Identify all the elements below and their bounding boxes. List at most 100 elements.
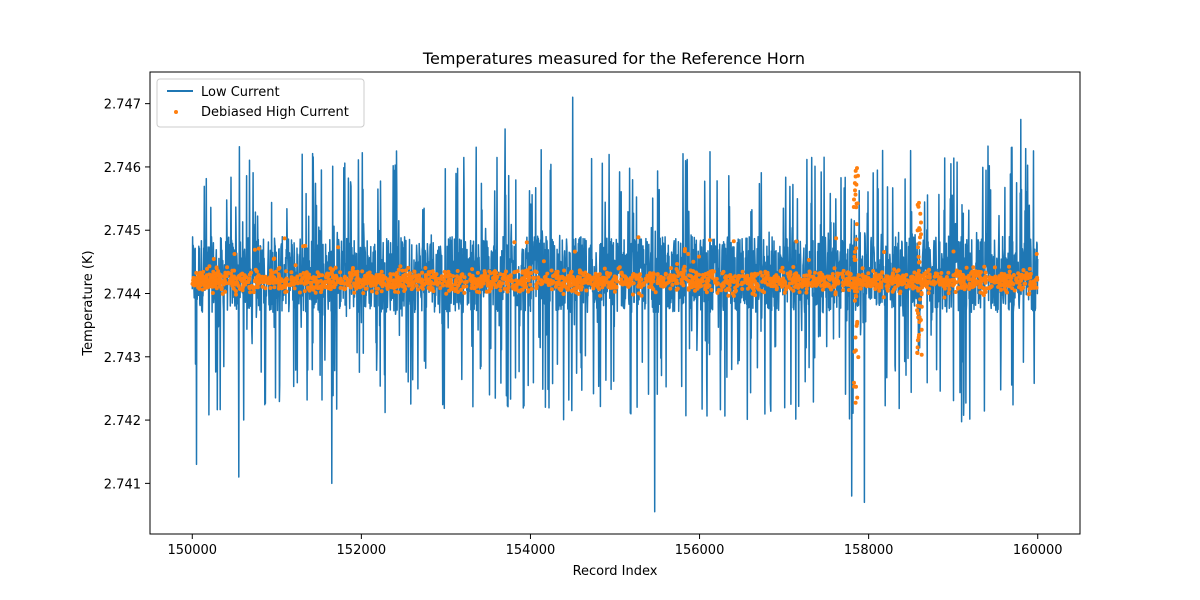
scatter-point [918, 286, 923, 291]
scatter-point [697, 254, 701, 259]
scatter-point [832, 266, 837, 271]
scatter-point [498, 284, 503, 289]
scatter-point [915, 308, 920, 313]
scatter-point [924, 283, 928, 288]
scatter-point [254, 269, 259, 274]
scatter-point [505, 289, 510, 294]
scatter-point [997, 281, 1002, 286]
scatter-point [916, 311, 920, 316]
scatter-point [853, 400, 858, 405]
scatter-point [675, 262, 680, 266]
scatter-point [524, 240, 529, 245]
scatter-point [871, 269, 876, 273]
scatter-point [204, 284, 209, 289]
scatter-point [208, 275, 213, 280]
scatter-point [740, 269, 745, 274]
scatter-point [856, 355, 861, 360]
scatter-point [919, 282, 924, 287]
scatter-point [197, 286, 202, 291]
scatter-point [275, 278, 280, 283]
scatter-point [946, 270, 951, 275]
scatter-point [268, 268, 273, 273]
scatter-point [842, 280, 847, 285]
scatter-point [272, 285, 277, 290]
scatter-point [528, 282, 533, 287]
scatter-point [957, 278, 962, 283]
scatter-point [408, 277, 413, 282]
scatter-point [420, 270, 425, 275]
scatter-point [964, 265, 969, 270]
scatter-point [209, 284, 214, 289]
scatter-point [791, 288, 796, 293]
scatter-point [679, 280, 684, 285]
scatter-point [681, 272, 686, 277]
scatter-point [1023, 281, 1028, 286]
scatter-point [1016, 271, 1021, 276]
scatter-point [612, 274, 617, 279]
scatter-point [854, 182, 859, 187]
scatter-point [220, 279, 225, 284]
scatter-point [768, 281, 773, 286]
scatter-point [919, 232, 923, 237]
scatter-point [502, 286, 507, 291]
scatter-point [890, 289, 895, 294]
scatter-point [512, 240, 517, 245]
scatter-point [760, 273, 765, 278]
scatter-point [493, 284, 498, 289]
scatter-point [341, 286, 346, 291]
scatter-point [668, 273, 673, 277]
scatter-point [514, 283, 519, 288]
scatter-point [726, 293, 731, 298]
scatter-point [663, 272, 668, 277]
scatter-point [619, 277, 624, 282]
y-tick-label: 2.747 [104, 98, 141, 113]
scatter-point [696, 278, 701, 283]
scatter-point [374, 274, 379, 279]
scatter-point [435, 282, 440, 287]
scatter-point [918, 275, 923, 280]
legend-box [156, 78, 365, 128]
scatter-point [946, 291, 951, 296]
scatter-point [381, 277, 385, 282]
scatter-point [631, 292, 635, 297]
scatter-point [216, 269, 221, 274]
scatter-point [1021, 268, 1026, 273]
scatter-point [1012, 288, 1017, 293]
scatter-point [582, 279, 587, 284]
scatter-point [691, 269, 696, 274]
scatter-point [426, 272, 431, 277]
scatter-point [595, 273, 600, 278]
scatter-point [416, 287, 420, 292]
scatter-point [689, 285, 694, 290]
scatter-point [302, 289, 307, 294]
scatter-point [410, 282, 415, 287]
scatter-point [879, 275, 884, 279]
scatter-point [546, 281, 551, 286]
scatter-point [448, 281, 453, 286]
scatter-point [386, 281, 391, 286]
scatter-point [691, 259, 696, 264]
scatter-point [956, 273, 961, 278]
scatter-point [925, 269, 930, 274]
scatter-point [1034, 285, 1039, 290]
scatter-point [971, 265, 976, 270]
scatter-point [569, 276, 574, 281]
scatter-point [394, 271, 399, 275]
scatter-point [996, 285, 1001, 289]
scatter-point [339, 281, 344, 286]
scatter-point [431, 289, 436, 294]
scatter-point [501, 273, 506, 278]
scatter-point [983, 270, 988, 275]
scatter-point [895, 273, 900, 278]
scatter-point [289, 277, 294, 282]
scatter-point [990, 276, 995, 280]
scatter-point [978, 290, 983, 295]
scatter-point [822, 275, 827, 280]
scatter-point [1035, 275, 1040, 280]
scatter-point [352, 290, 357, 295]
x-tick-label: 158000 [844, 543, 894, 558]
scatter-point [657, 278, 662, 283]
scatter-point [910, 281, 915, 286]
scatter-point [459, 287, 464, 292]
scatter-point [725, 286, 730, 291]
